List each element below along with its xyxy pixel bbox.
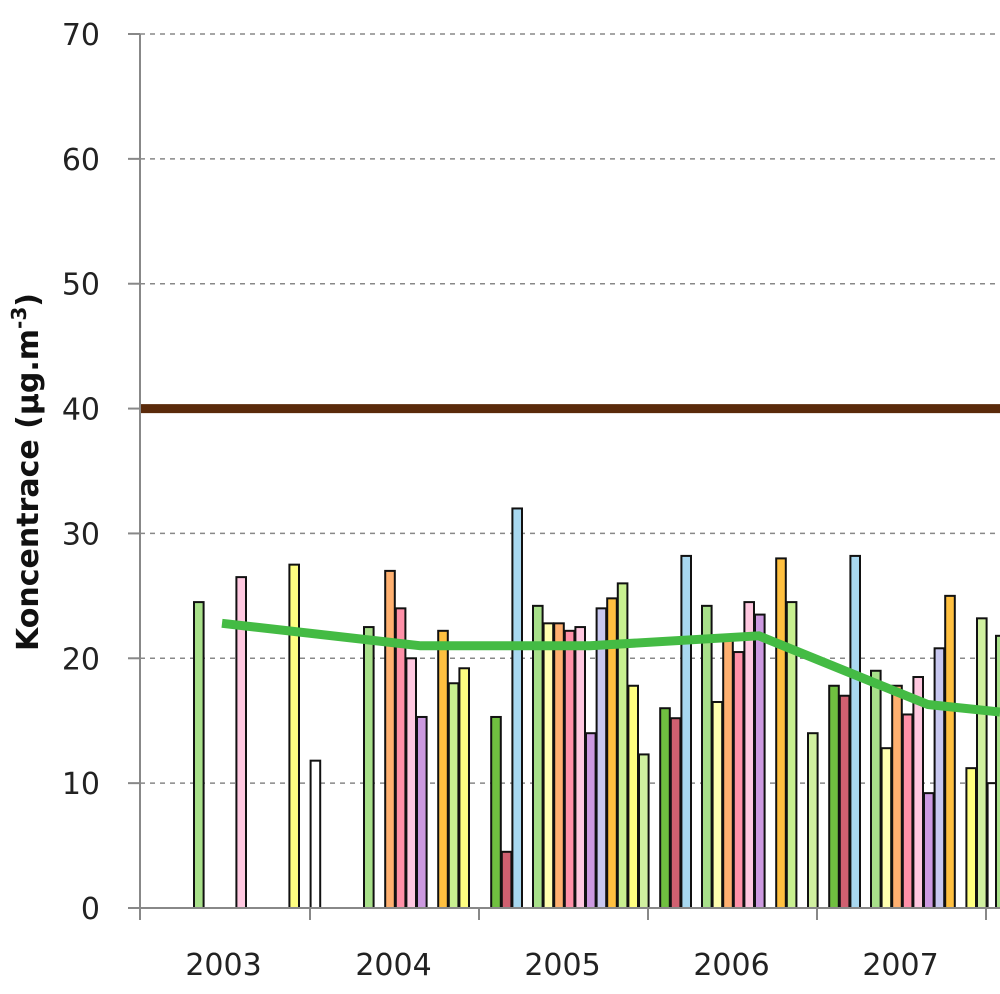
bar-2004-s8 [437, 629, 449, 909]
bar-2006-s1 [701, 604, 713, 909]
bar-2007-s8 [944, 594, 956, 909]
bar-2004-s1 [363, 626, 375, 909]
bar-2006-s13 [828, 684, 840, 909]
bar-2005-s1 [532, 604, 544, 909]
bar-2006-s5 [743, 601, 756, 909]
bar-2005-s9 [616, 582, 629, 909]
bar-2004-s15 [511, 507, 524, 909]
bar-2004-s13 [490, 715, 502, 909]
bar-2007-s1 [870, 669, 882, 909]
bar-2006-s8 [775, 557, 787, 910]
y-tick-label-0: 0 [81, 892, 100, 927]
bar-2006-s2 [711, 700, 724, 909]
y-tick-label-40: 40 [62, 393, 100, 428]
bar-2003-s1 [193, 601, 205, 909]
y-tick-label-50: 50 [62, 268, 100, 303]
bar-2004-s14 [500, 850, 513, 909]
x-tick-label-2003: 2003 [185, 948, 261, 983]
x-tick-label-2005: 2005 [524, 948, 600, 983]
bar-2005-s5 [574, 626, 587, 909]
bar-2004-s9 [447, 682, 460, 909]
bar-2006-s15 [849, 554, 862, 909]
axes [128, 33, 1000, 920]
bar-2007-s2 [880, 747, 893, 909]
bar-2005-s10 [627, 684, 640, 909]
bar-2006-s4 [732, 651, 745, 909]
bar-2006-s3 [722, 634, 734, 909]
bar-2005-s13 [659, 707, 671, 909]
y-axis-title-close: ) [11, 293, 46, 307]
bar-2003-s12 [309, 759, 322, 909]
y-tick-label-20: 20 [62, 642, 100, 677]
y-axis-title-main: Koncentrace (µg.m [11, 329, 46, 651]
x-tick-label-2007: 2007 [862, 948, 938, 983]
y-tick-label-60: 60 [62, 143, 100, 178]
bar-2005-s15 [680, 554, 693, 909]
bar-2006-s11 [807, 732, 819, 910]
x-tick-labels: 2003 2004 2005 2006 2007 [185, 948, 938, 983]
bar-2007-s4 [901, 713, 914, 909]
bar-2003-s10 [288, 563, 300, 910]
y-tick-label-30: 30 [62, 517, 100, 552]
bar-2005-s3 [553, 622, 565, 910]
bar-2004-s5 [405, 657, 417, 909]
bar-2007-s7 [933, 647, 946, 909]
bar-2005-s6 [585, 732, 597, 910]
bar-2005-s2 [542, 622, 555, 910]
bar-2007-s10 [965, 767, 978, 909]
y-tick-label-70: 70 [62, 18, 100, 53]
y-tick-labels: 0 10 20 30 40 50 60 70 [62, 18, 100, 927]
bar-2004-s4 [394, 607, 407, 909]
bar-2007-s11 [976, 617, 988, 909]
bar-partial-edge [995, 634, 1000, 909]
bar-2005-s11 [638, 753, 650, 909]
bar-2005-s7 [595, 607, 608, 909]
x-tick-label-2006: 2006 [693, 948, 769, 983]
bar-2007-s5 [912, 676, 925, 909]
bar-2004-s6 [416, 715, 428, 909]
bar-2006-s6 [754, 613, 766, 909]
bar-2005-s4 [563, 629, 576, 909]
trend-line [221, 618, 1000, 717]
y-axis-title: Koncentrace (µg.m-3) [7, 293, 46, 651]
y-axis-title-sup: -3 [7, 307, 31, 329]
bar-2004-s10 [458, 667, 470, 909]
bar-2006-s14 [838, 694, 851, 909]
bar-2007-s6 [923, 792, 935, 909]
bar-series [193, 507, 1000, 910]
trend-line-group [221, 618, 1000, 717]
bar-2007-s3 [891, 684, 903, 909]
y-tick-label-10: 10 [62, 767, 100, 802]
x-tick-label-2004: 2004 [355, 948, 431, 983]
bar-2005-s14 [669, 717, 682, 910]
bar-2004-s3 [384, 569, 396, 910]
